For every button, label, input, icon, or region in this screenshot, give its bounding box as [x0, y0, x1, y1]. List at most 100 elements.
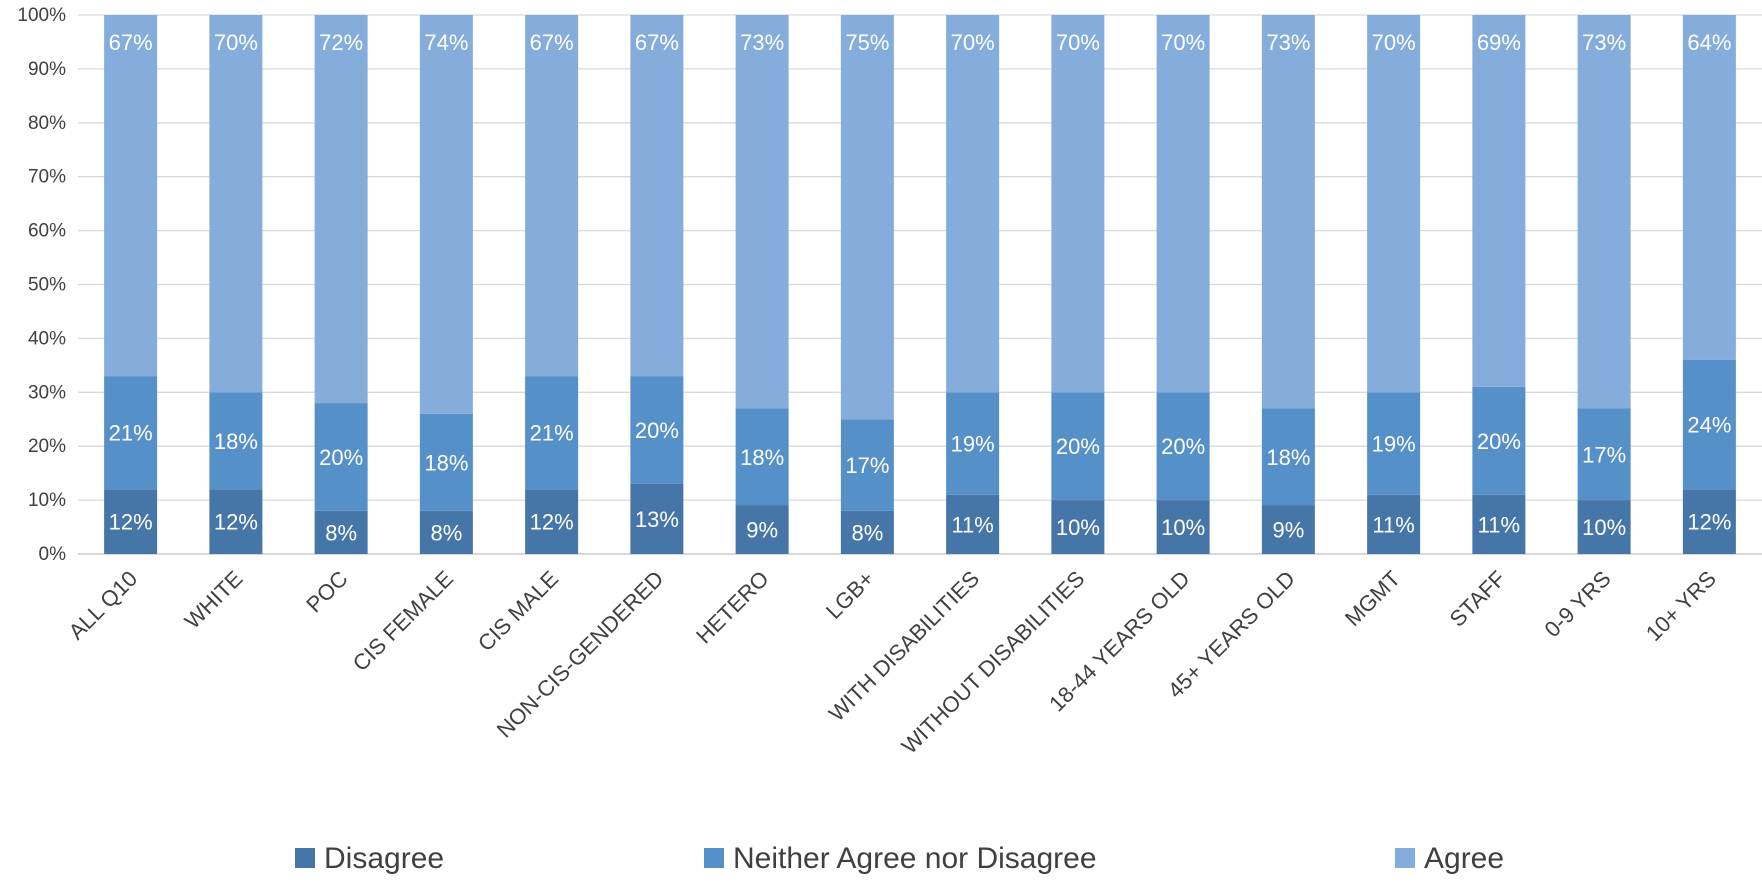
legend-label: Neither Agree nor Disagree	[733, 842, 1097, 875]
data-label: 17%	[1582, 442, 1626, 467]
bar-segment-agree	[314, 15, 368, 404]
x-category-label: 0-9 YRS	[1539, 566, 1615, 642]
bar-segment-agree	[1261, 15, 1315, 409]
bar-segment-agree	[1367, 15, 1421, 393]
x-category-label: CIS MALE	[473, 566, 563, 656]
bar-segment-neither-agree-nor-disagree	[735, 408, 789, 506]
bar-segment-neither-agree-nor-disagree	[314, 403, 368, 511]
bar-segment-neither-agree-nor-disagree	[1472, 386, 1526, 495]
data-label: 67%	[530, 30, 574, 55]
y-tick-label: 60%	[28, 221, 66, 242]
bar-segment-disagree	[630, 483, 684, 554]
bar-segment-disagree	[314, 510, 368, 554]
data-label: 67%	[109, 30, 153, 55]
bar-segment-disagree	[104, 489, 158, 554]
y-tick-label: 100%	[17, 5, 66, 26]
bar-segment-agree	[1156, 15, 1210, 393]
data-label: 20%	[1477, 429, 1521, 454]
data-label: 64%	[1687, 30, 1731, 55]
bar-segment-agree	[840, 15, 894, 420]
bar-segment-agree	[1472, 15, 1526, 387]
bar-segment-disagree	[1682, 489, 1736, 554]
data-label: 67%	[635, 30, 679, 55]
data-label: 18%	[214, 429, 258, 454]
data-label: 11%	[1372, 512, 1414, 537]
data-label: 70%	[1372, 30, 1416, 55]
legend: Disagree Neither Agree nor Disagree Agree	[295, 842, 1504, 875]
bar-segment-disagree	[840, 510, 894, 554]
data-label: 11%	[951, 512, 993, 537]
data-label: 21%	[530, 421, 574, 446]
data-label: 18%	[740, 445, 784, 470]
data-label: 19%	[951, 432, 995, 457]
data-label: 75%	[845, 30, 889, 55]
x-category-label: 10+ YRS	[1641, 566, 1721, 646]
data-label: 12%	[109, 510, 153, 535]
bars	[104, 15, 1736, 554]
data-label: 9%	[1272, 518, 1304, 543]
data-label: 74%	[424, 30, 468, 55]
y-tick-label: 30%	[28, 382, 66, 403]
data-label: 19%	[1372, 432, 1416, 457]
x-category-label: MGMT	[1340, 566, 1405, 631]
bar-segment-neither-agree-nor-disagree	[1051, 392, 1105, 501]
bar-segment-disagree	[1156, 500, 1210, 554]
data-label: 10%	[1056, 515, 1100, 540]
data-label: 73%	[1582, 30, 1626, 55]
bar-segment-neither-agree-nor-disagree	[525, 376, 579, 490]
data-label: 70%	[1161, 30, 1205, 55]
bar-segment-neither-agree-nor-disagree	[946, 392, 1000, 495]
data-label: 70%	[951, 30, 995, 55]
bar-segment-neither-agree-nor-disagree	[1682, 359, 1736, 490]
data-label: 13%	[635, 507, 679, 532]
data-label: 18%	[424, 450, 468, 475]
data-label: 24%	[1687, 413, 1731, 438]
data-label: 12%	[530, 510, 574, 535]
bar-segment-neither-agree-nor-disagree	[209, 392, 263, 490]
data-label: 70%	[1056, 30, 1100, 55]
data-label: 20%	[1161, 434, 1205, 459]
data-label: 12%	[1687, 510, 1731, 535]
legend-label: Agree	[1424, 842, 1504, 875]
bar-segment-disagree	[1472, 494, 1526, 554]
x-category-label: LGB+	[821, 566, 879, 624]
legend-swatch	[704, 848, 724, 868]
bar-segment-agree	[946, 15, 1000, 393]
bar-segment-neither-agree-nor-disagree	[1367, 392, 1421, 495]
data-label: 8%	[851, 520, 883, 545]
bar-segment-agree	[630, 15, 684, 377]
bar-segment-agree	[1577, 15, 1631, 409]
data-label: 20%	[319, 445, 363, 470]
data-labels: 12% 21% 67% 12% 18% 70% 8% 20% 72% 8% 18% 74% 12% 21%…	[109, 30, 1732, 545]
bar-segment-agree	[1051, 15, 1105, 393]
x-category-label: ALL Q10	[64, 566, 143, 645]
data-label: 70%	[214, 30, 258, 55]
y-tick-label: 50%	[28, 275, 66, 296]
bar-segment-neither-agree-nor-disagree	[1261, 408, 1315, 506]
x-category-label: STAFF	[1445, 566, 1511, 632]
bar-segment-disagree	[1261, 505, 1315, 554]
bar-segment-agree	[104, 15, 158, 377]
data-label: 18%	[1266, 445, 1310, 470]
y-axis: 0% 10% 20% 30% 40% 50% 60% 70% 80% 90% 100%	[17, 5, 66, 565]
bar-segment-neither-agree-nor-disagree	[1577, 408, 1631, 501]
bar-segment-disagree	[209, 489, 263, 554]
data-label: 9%	[746, 518, 778, 543]
bar-segment-neither-agree-nor-disagree	[840, 419, 894, 511]
bar-segment-disagree	[946, 494, 1000, 554]
data-label: 73%	[740, 30, 784, 55]
bar-segment-neither-agree-nor-disagree	[1156, 392, 1210, 501]
data-label: 20%	[1056, 434, 1100, 459]
bar-segment-neither-agree-nor-disagree	[419, 413, 473, 511]
data-label: 69%	[1477, 30, 1521, 55]
data-label: 8%	[325, 520, 357, 545]
bar-segment-neither-agree-nor-disagree	[104, 376, 158, 490]
legend-swatch	[295, 848, 315, 868]
data-label: 20%	[635, 418, 679, 443]
data-label: 17%	[845, 453, 889, 478]
bar-segment-disagree	[1577, 500, 1631, 554]
y-tick-label: 0%	[39, 544, 67, 565]
y-tick-label: 90%	[28, 59, 66, 80]
bar-segment-disagree	[1367, 494, 1421, 554]
